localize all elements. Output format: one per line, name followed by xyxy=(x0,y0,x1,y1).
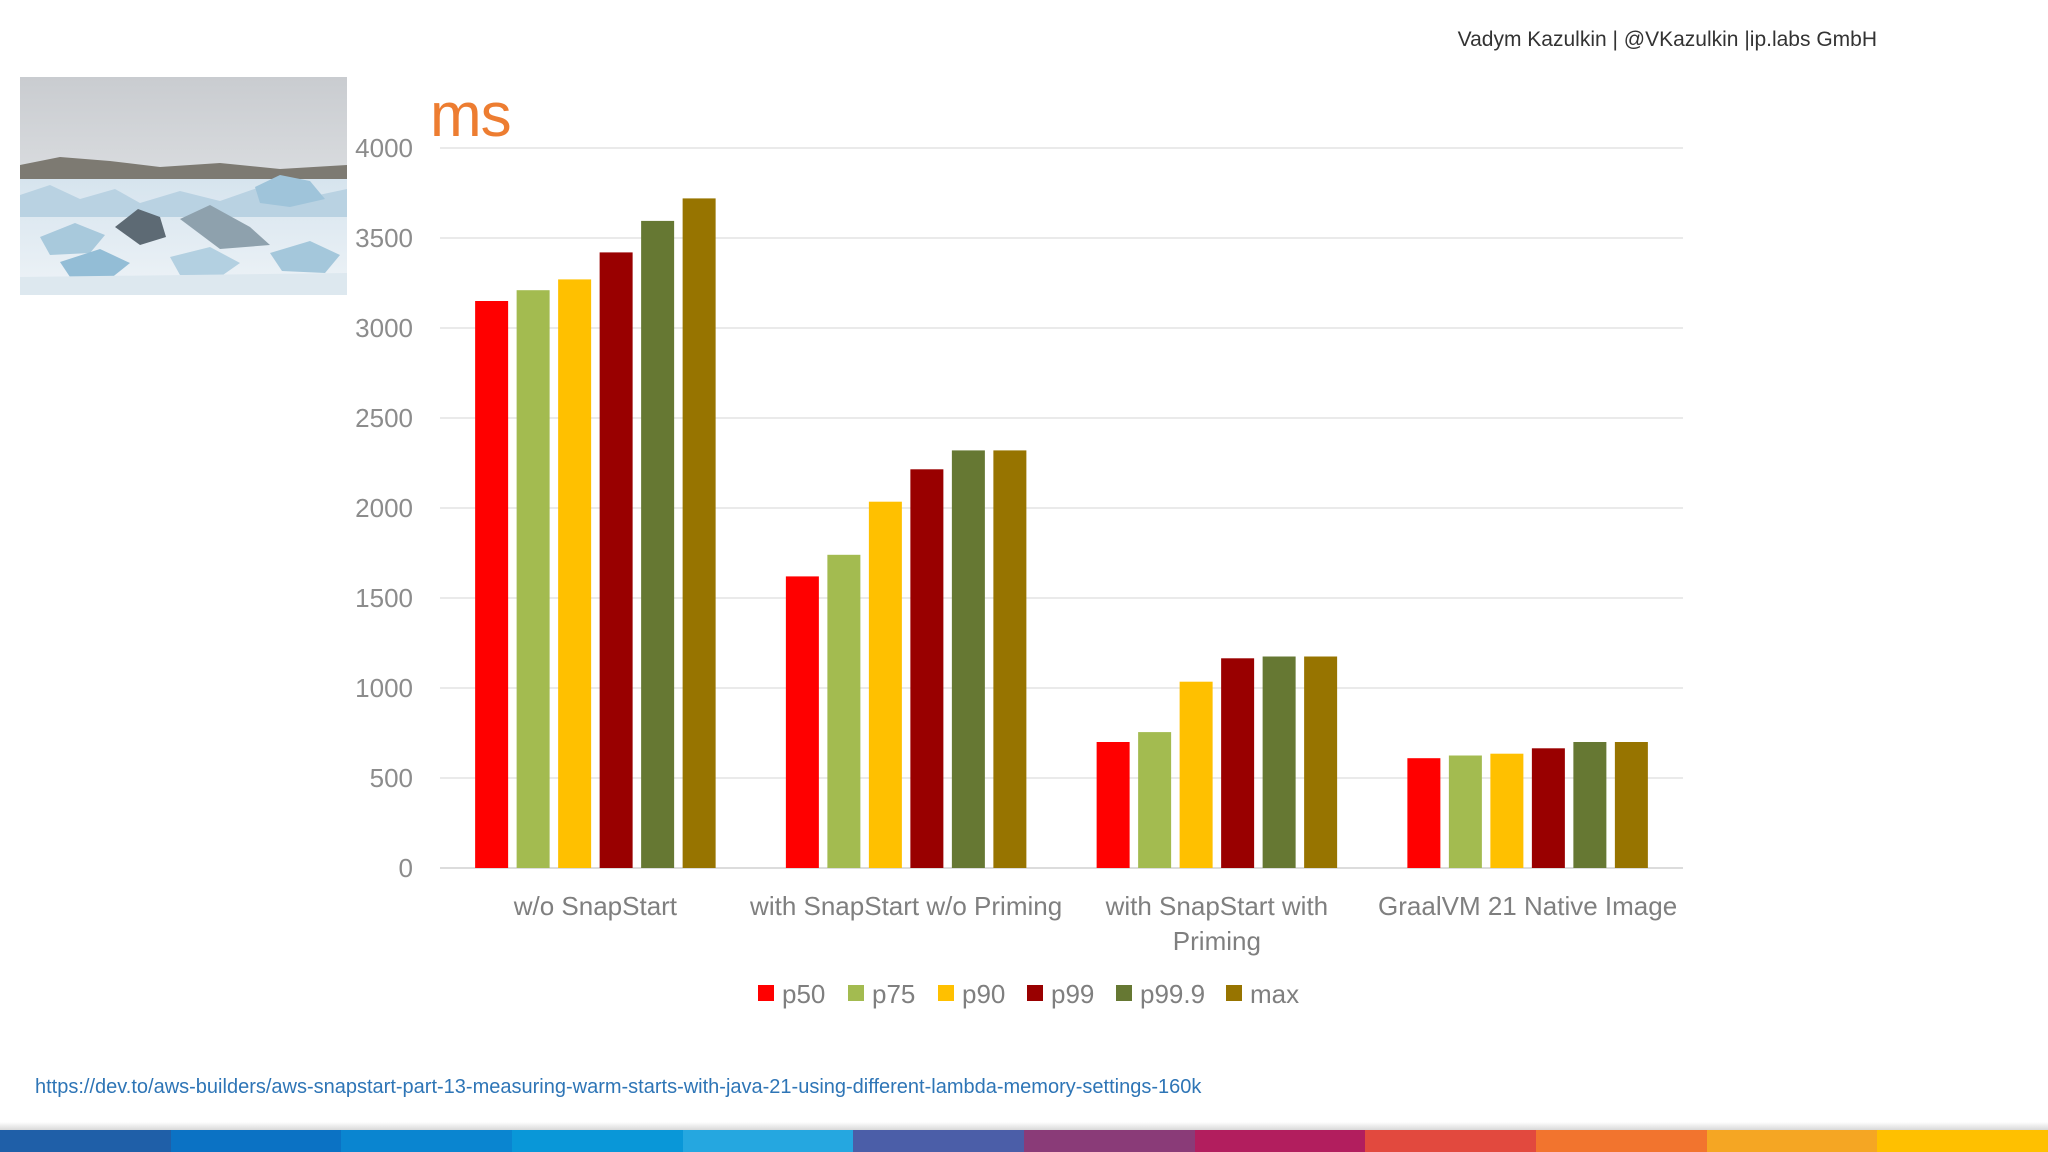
legend-label-p75: p75 xyxy=(872,979,915,1009)
legend-label-max: max xyxy=(1250,979,1299,1009)
bar-p50-4 xyxy=(1407,758,1441,868)
x-category-label: with SnapStart w/o Priming xyxy=(749,891,1062,921)
stripe-segment xyxy=(1194,1130,1366,1152)
bar-max-3 xyxy=(1304,656,1338,868)
y-tick-label: 0 xyxy=(399,853,413,883)
stripe-segment xyxy=(1365,1130,1537,1152)
y-tick-label: 3000 xyxy=(355,313,413,343)
legend-swatch-p99 xyxy=(1027,985,1043,1001)
bar-p90-4 xyxy=(1490,753,1524,868)
footer-shade xyxy=(0,1122,2048,1130)
iceberg-photo xyxy=(20,77,347,295)
bar-p90-2 xyxy=(868,501,902,868)
legend-swatch-p90 xyxy=(938,985,954,1001)
bar-p99.9-3 xyxy=(1262,656,1296,868)
stripe-segment xyxy=(341,1130,513,1152)
y-tick-label: 500 xyxy=(370,763,413,793)
stripe-segment xyxy=(512,1130,683,1152)
y-unit-label: ms xyxy=(430,81,512,150)
legend-swatch-max xyxy=(1226,985,1242,1001)
x-category-label: with SnapStart with xyxy=(1105,891,1329,921)
bar-p75-1 xyxy=(516,290,550,868)
bar-p99-3 xyxy=(1221,658,1255,868)
bar-p90-3 xyxy=(1179,681,1213,868)
bar-p50-3 xyxy=(1096,742,1130,868)
bar-p99-4 xyxy=(1531,748,1565,868)
stripe-segment xyxy=(682,1130,854,1152)
bar-max-1 xyxy=(682,198,716,868)
bar-p99.9-4 xyxy=(1573,742,1607,868)
bar-p90-1 xyxy=(558,279,592,868)
bar-max-4 xyxy=(1614,742,1648,868)
bar-p99-1 xyxy=(599,252,633,868)
legend-swatch-p50 xyxy=(758,985,774,1001)
y-tick-label: 1000 xyxy=(355,673,413,703)
x-category-label: Priming xyxy=(1173,926,1261,956)
bar-p50-1 xyxy=(475,301,509,868)
bar-p75-4 xyxy=(1448,755,1482,868)
legend-label-p50: p50 xyxy=(782,979,825,1009)
y-tick-label: 1500 xyxy=(355,583,413,613)
legend-label-p99: p99 xyxy=(1051,979,1094,1009)
bar-p50-2 xyxy=(785,576,819,868)
bar-p99.9-2 xyxy=(951,450,985,868)
x-category-label: GraalVM 21 Native Image xyxy=(1378,891,1677,921)
author-credit: Vadym Kazulkin | @VKazulkin |ip.labs Gmb… xyxy=(1457,28,1877,51)
color-stripe xyxy=(0,1130,2048,1152)
stripe-segment xyxy=(1877,1130,2048,1152)
bar-p99.9-1 xyxy=(641,220,675,868)
legend-label-p99.9: p99.9 xyxy=(1140,979,1205,1009)
bar-p75-3 xyxy=(1138,732,1172,868)
y-tick-label: 2000 xyxy=(355,493,413,523)
legend-swatch-p75 xyxy=(848,985,864,1001)
legend-label-p90: p90 xyxy=(962,979,1005,1009)
stripe-segment xyxy=(1536,1130,1707,1152)
x-category-label: w/o SnapStart xyxy=(513,891,678,921)
bar-max-2 xyxy=(993,450,1027,868)
stripe-segment xyxy=(170,1130,342,1152)
stripe-segment xyxy=(1706,1130,1878,1152)
bar-p99-2 xyxy=(910,469,944,868)
y-tick-label: 4000 xyxy=(355,133,413,163)
stripe-segment xyxy=(0,1130,171,1152)
source-link[interactable]: https://dev.to/aws-builders/aws-snapstar… xyxy=(35,1076,1202,1098)
y-tick-label: 2500 xyxy=(355,403,413,433)
stripe-segment xyxy=(853,1130,1025,1152)
legend-swatch-p99.9 xyxy=(1116,985,1132,1001)
bar-p75-2 xyxy=(827,554,861,868)
y-tick-label: 3500 xyxy=(355,223,413,253)
stripe-segment xyxy=(1024,1130,1195,1152)
